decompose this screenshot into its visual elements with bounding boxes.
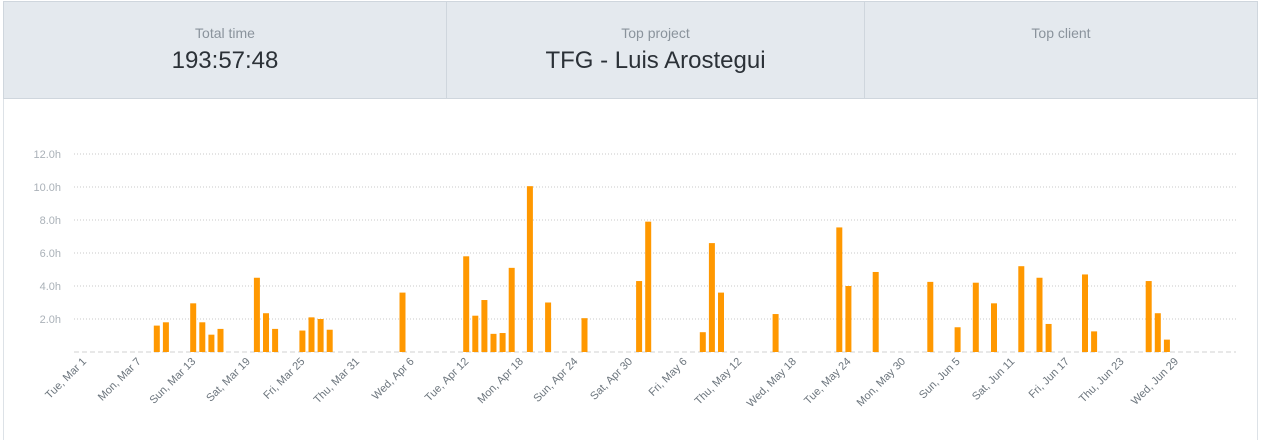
total-time-panel: Total time 193:57:48 [4,2,446,98]
x-tick-label: Sun, Apr 24 [531,356,580,405]
x-tick-label: Sun, Mar 13 [147,356,198,407]
chart-panel: 2.0h 4.0h 6.0h 8.0h 10.0h 12.0h Tue, Mar 1 Mon,… [3,99,1258,440]
bar [162,322,169,352]
y-tick-label: 2.0h [40,314,61,326]
x-tick-label: Fri, May 6 [647,356,690,399]
bar [508,267,515,352]
bar [308,317,315,352]
bar [153,325,160,352]
y-tick-label: 4.0h [40,281,61,293]
bar [199,322,206,352]
bar [954,327,961,352]
bar [1163,339,1170,352]
x-tick-label: Tue, May 24 [802,356,853,407]
bar [190,303,197,352]
bar [718,292,724,352]
bar [1036,277,1043,352]
x-tick-label: Sat, Apr 30 [588,356,635,403]
y-tick-label: 6.0h [40,248,61,260]
y-tick-label: 12.0h [33,149,61,161]
bar [1082,274,1088,352]
x-tick-label: Fri, Jun 17 [1027,356,1072,401]
top-client-panel: Top client [864,2,1257,98]
x-tick-label: Fri, Mar 25 [261,356,307,402]
bar [927,281,934,352]
bar [645,221,652,352]
top-project-value[interactable]: TFG - Luis Arostegui [545,47,766,74]
x-tick-label: Mon, Apr 18 [475,356,525,406]
bar [699,332,706,352]
bar [317,319,324,352]
y-tick-label: 10.0h [33,182,61,194]
bar [490,333,497,352]
bar [399,292,406,352]
bar [1018,266,1025,352]
x-tick-label: Sun, Jun 5 [917,356,963,402]
x-tick-label: Wed, Jun 29 [1129,356,1181,408]
top-project-label: Top project [621,25,690,41]
bar [217,328,224,352]
bar [272,328,279,352]
bar [499,333,506,352]
bar [545,302,552,352]
bar [481,300,488,352]
bar [972,282,979,352]
bar [326,329,333,352]
total-time-label: Total time [195,25,255,41]
bar [845,286,852,352]
x-tick-label: Wed, May 18 [745,356,799,410]
bar [991,303,997,352]
x-tick-label: Mon, Mar 7 [96,356,144,404]
y-tick-label: 8.0h [40,215,61,227]
top-client-label: Top client [1031,25,1091,41]
bar [772,314,779,352]
x-tick-label: Sat, Mar 19 [204,356,253,405]
bar [1154,313,1161,352]
bar [299,330,306,352]
bar [472,315,479,352]
x-tick-label: Thu, Jun 23 [1077,356,1127,406]
x-tick-label: Thu, Mar 31 [312,356,362,406]
x-tick-label: Tue, Apr 12 [423,356,471,404]
bar [581,318,588,352]
x-tick-label: Sat, Jun 11 [970,356,1017,403]
x-tick-label: Thu, May 12 [693,356,745,408]
top-project-panel: Top project TFG - Luis Arostegui [446,2,864,98]
summary-bar: Total time 193:57:48 Top project TFG - L… [3,1,1258,99]
x-tick-label: Tue, Mar 1 [43,356,89,402]
bar [836,227,843,352]
bar [208,334,215,352]
bar [253,277,260,352]
bar [1145,281,1152,352]
bar [463,256,470,352]
bar [872,271,879,352]
bar [1045,323,1052,352]
x-tick-label: Mon, May 30 [855,356,908,409]
bar [708,243,715,352]
bar [526,186,533,352]
bar [636,281,643,352]
total-time-value: 193:57:48 [171,47,279,74]
bar [263,313,269,352]
bar [1091,331,1098,352]
x-tick-label: Wed, Apr 6 [370,356,417,403]
